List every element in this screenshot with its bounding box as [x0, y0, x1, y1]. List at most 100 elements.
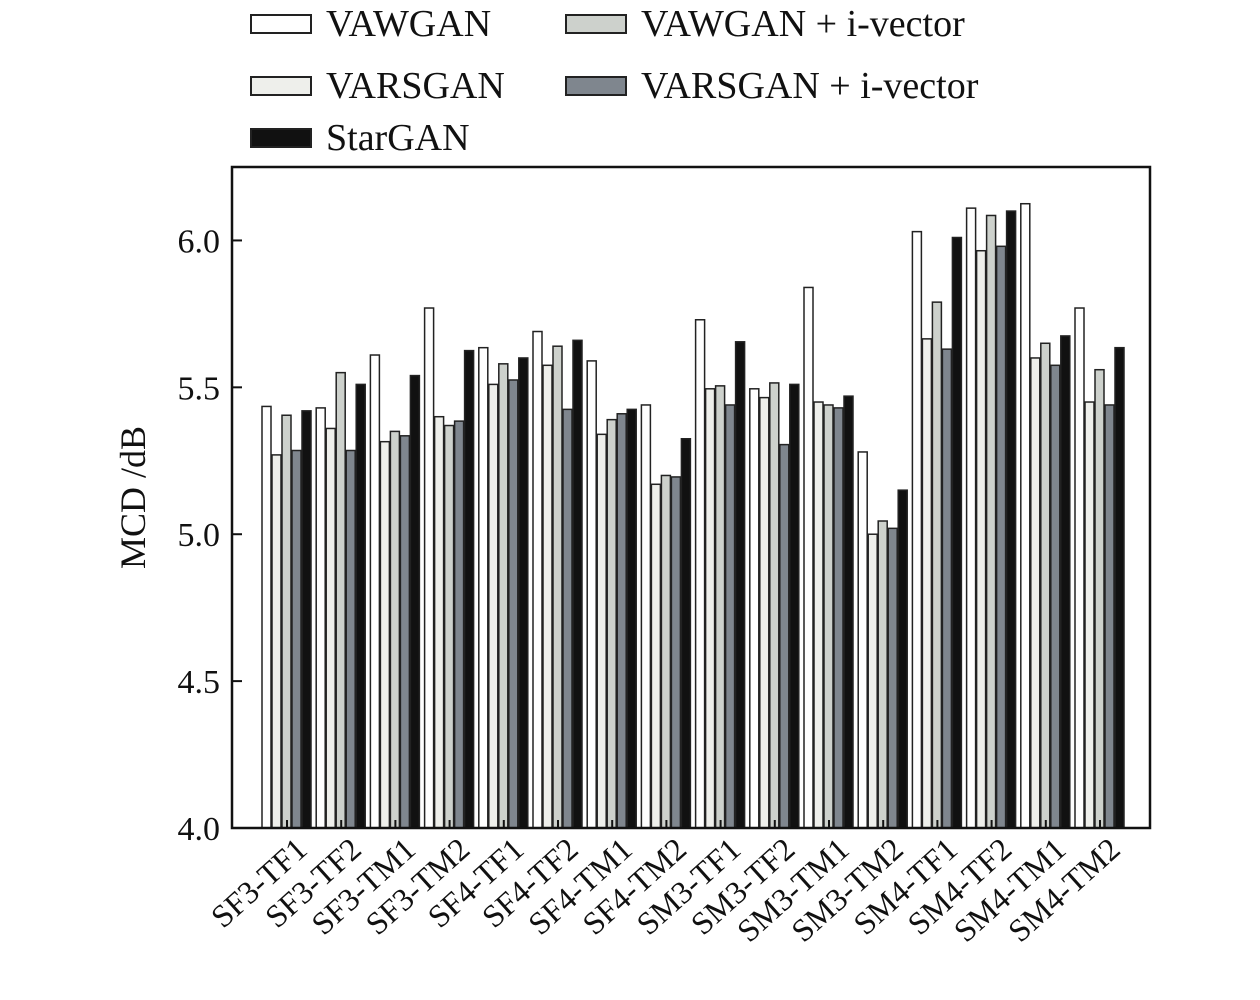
- legend-swatch-2: [565, 14, 627, 34]
- bar-vawgan-i-vector-sf4-tm1: [606, 418, 617, 829]
- bar-varsgan-sf4-tf1: [488, 383, 499, 829]
- bar-stargan-sf3-tf1: [301, 410, 312, 829]
- bar-varsgan-sf3-tf2: [325, 427, 336, 829]
- bar-vawgan-sm3-tm2: [857, 451, 868, 829]
- bar-varsgan-sm3-tf2: [759, 396, 770, 829]
- bar-stargan-sm3-tf2: [789, 383, 800, 829]
- bar-varsgan-i-vector-sm4-tf1: [941, 348, 953, 829]
- legend-label-2: VAWGAN + i-vector: [641, 3, 965, 45]
- bar-stargan-sf3-tm1: [409, 374, 421, 829]
- bar-stargan-sf4-tf2: [572, 339, 583, 829]
- bar-varsgan-i-vector-sm4-tf2: [995, 245, 1007, 829]
- y-tick-label: 6.0: [178, 223, 221, 260]
- bar-vawgan-sf3-tf2: [315, 407, 326, 829]
- bar-varsgan-sf4-tm1: [596, 433, 607, 829]
- bar-vawgan-sf3-tm1: [369, 354, 381, 829]
- bar-varsgan-i-vector-sm4-tm1: [1050, 364, 1061, 829]
- bar-stargan-sm3-tm2: [897, 489, 908, 829]
- bar-vawgan-sm4-tf1: [911, 230, 923, 829]
- legend-item-1: VARSGAN: [250, 64, 505, 108]
- bar-varsgan-sm3-tm2: [867, 533, 878, 829]
- bar-vawgan-i-vector-sf4-tf2: [552, 345, 563, 829]
- legend-label-4: StarGAN: [326, 117, 470, 159]
- bar-varsgan-sm3-tf1: [704, 388, 716, 829]
- bar-vawgan-sm3-tf1: [694, 319, 706, 829]
- bar-vawgan-i-vector-sf4-tm2: [660, 474, 672, 829]
- y-tick-label: 4.0: [178, 811, 221, 848]
- bar-varsgan-i-vector-sm3-tf1: [724, 404, 736, 829]
- legend-swatch-4: [250, 128, 312, 148]
- bar-varsgan-i-vector-sm3-tf2: [779, 443, 790, 829]
- bar-varsgan-i-vector-sm3-tm1: [833, 407, 844, 829]
- bar-varsgan-i-vector-sf4-tf2: [562, 408, 573, 829]
- bar-stargan-sm4-tf2: [1005, 210, 1017, 829]
- y-tick-label: 4.5: [178, 664, 221, 701]
- bar-vawgan-i-vector-sf3-tf2: [335, 371, 346, 829]
- bar-vawgan-sf3-tf1: [261, 405, 272, 829]
- bar-stargan-sf4-tm1: [626, 408, 637, 829]
- bar-varsgan-sf4-tm2: [650, 483, 662, 829]
- bar-vawgan-i-vector-sm4-tm2: [1094, 368, 1105, 829]
- bar-vawgan-i-vector-sm3-tf2: [769, 382, 780, 829]
- bar-varsgan-sm4-tf1: [921, 338, 933, 829]
- legend-item-4: StarGAN: [250, 116, 470, 160]
- bar-vawgan-sm3-tf2: [749, 388, 760, 829]
- bar-vawgan-i-vector-sm4-tf2: [985, 214, 997, 829]
- bar-varsgan-i-vector-sf4-tf1: [508, 379, 519, 829]
- y-tick-label: 5.0: [178, 517, 221, 554]
- legend-swatch-1: [250, 76, 312, 96]
- bar-varsgan-i-vector-sf4-tm2: [670, 476, 682, 829]
- bar-varsgan-i-vector-sm3-tm2: [887, 527, 898, 829]
- bar-vawgan-i-vector-sf3-tm2: [443, 424, 455, 829]
- bar-stargan-sm4-tm2: [1114, 346, 1125, 829]
- bar-varsgan-sf4-tf2: [542, 364, 553, 829]
- bar-stargan-sm3-tm1: [843, 395, 854, 829]
- bar-stargan-sm4-tm1: [1060, 335, 1071, 829]
- legend-item-0: VAWGAN: [250, 2, 491, 46]
- bar-vawgan-i-vector-sm3-tm1: [823, 404, 834, 829]
- bar-varsgan-sm4-tm1: [1030, 357, 1041, 829]
- bar-varsgan-i-vector-sf4-tm1: [616, 413, 627, 829]
- bar-varsgan-i-vector-sf3-tm1: [399, 435, 411, 829]
- plot-frame: [230, 165, 1152, 830]
- bar-varsgan-sm4-tm2: [1084, 401, 1095, 829]
- bar-varsgan-sf3-tm2: [433, 415, 445, 829]
- bar-vawgan-i-vector-sm4-tf1: [931, 301, 943, 829]
- bar-vawgan-i-vector-sf3-tm1: [389, 430, 401, 829]
- bar-stargan-sf4-tf1: [518, 357, 529, 829]
- bar-vawgan-i-vector-sm4-tm1: [1040, 342, 1051, 829]
- bar-varsgan-i-vector-sf3-tf2: [345, 449, 356, 829]
- bar-vawgan-sf4-tf2: [532, 330, 543, 829]
- legend-swatch-3: [565, 76, 627, 96]
- bar-varsgan-sm4-tf2: [975, 249, 987, 829]
- legend-label-1: VARSGAN: [326, 65, 505, 107]
- bar-vawgan-sm4-tm2: [1074, 307, 1085, 829]
- bar-varsgan-i-vector-sf3-tf1: [291, 449, 302, 829]
- bar-stargan-sm3-tf1: [734, 341, 746, 829]
- legend-swatch-0: [250, 14, 312, 34]
- legend-item-2: VAWGAN + i-vector: [565, 2, 965, 46]
- bar-vawgan-i-vector-sm3-tm2: [877, 520, 888, 829]
- bar-vawgan-sf4-tm1: [586, 360, 597, 829]
- bar-vawgan-sm4-tf2: [965, 207, 977, 829]
- bar-varsgan-sf3-tf1: [271, 454, 282, 829]
- bar-stargan-sm4-tf1: [951, 236, 963, 829]
- bar-varsgan-sm3-tm1: [813, 401, 824, 829]
- bar-vawgan-sm3-tm1: [803, 286, 814, 829]
- bar-stargan-sf3-tf2: [355, 383, 366, 829]
- bar-vawgan-sf4-tm2: [640, 404, 652, 829]
- y-tick-label: 5.5: [178, 370, 221, 407]
- bar-vawgan-i-vector-sf3-tf1: [281, 414, 292, 829]
- y-axis-label: MCD /dB: [113, 426, 153, 569]
- bar-stargan-sf3-tm2: [463, 349, 475, 829]
- bar-stargan-sf4-tm2: [680, 437, 692, 829]
- bar-varsgan-i-vector-sm4-tm2: [1104, 404, 1115, 829]
- legend-item-3: VARSGAN + i-vector: [565, 64, 978, 108]
- bar-vawgan-sm4-tm1: [1020, 202, 1031, 829]
- bar-vawgan-sf4-tf1: [478, 346, 489, 829]
- bar-varsgan-sf3-tm1: [379, 440, 391, 829]
- bar-vawgan-i-vector-sf4-tf1: [498, 363, 509, 829]
- bar-varsgan-i-vector-sf3-tm2: [453, 420, 465, 829]
- bar-vawgan-sf3-tm2: [423, 307, 435, 829]
